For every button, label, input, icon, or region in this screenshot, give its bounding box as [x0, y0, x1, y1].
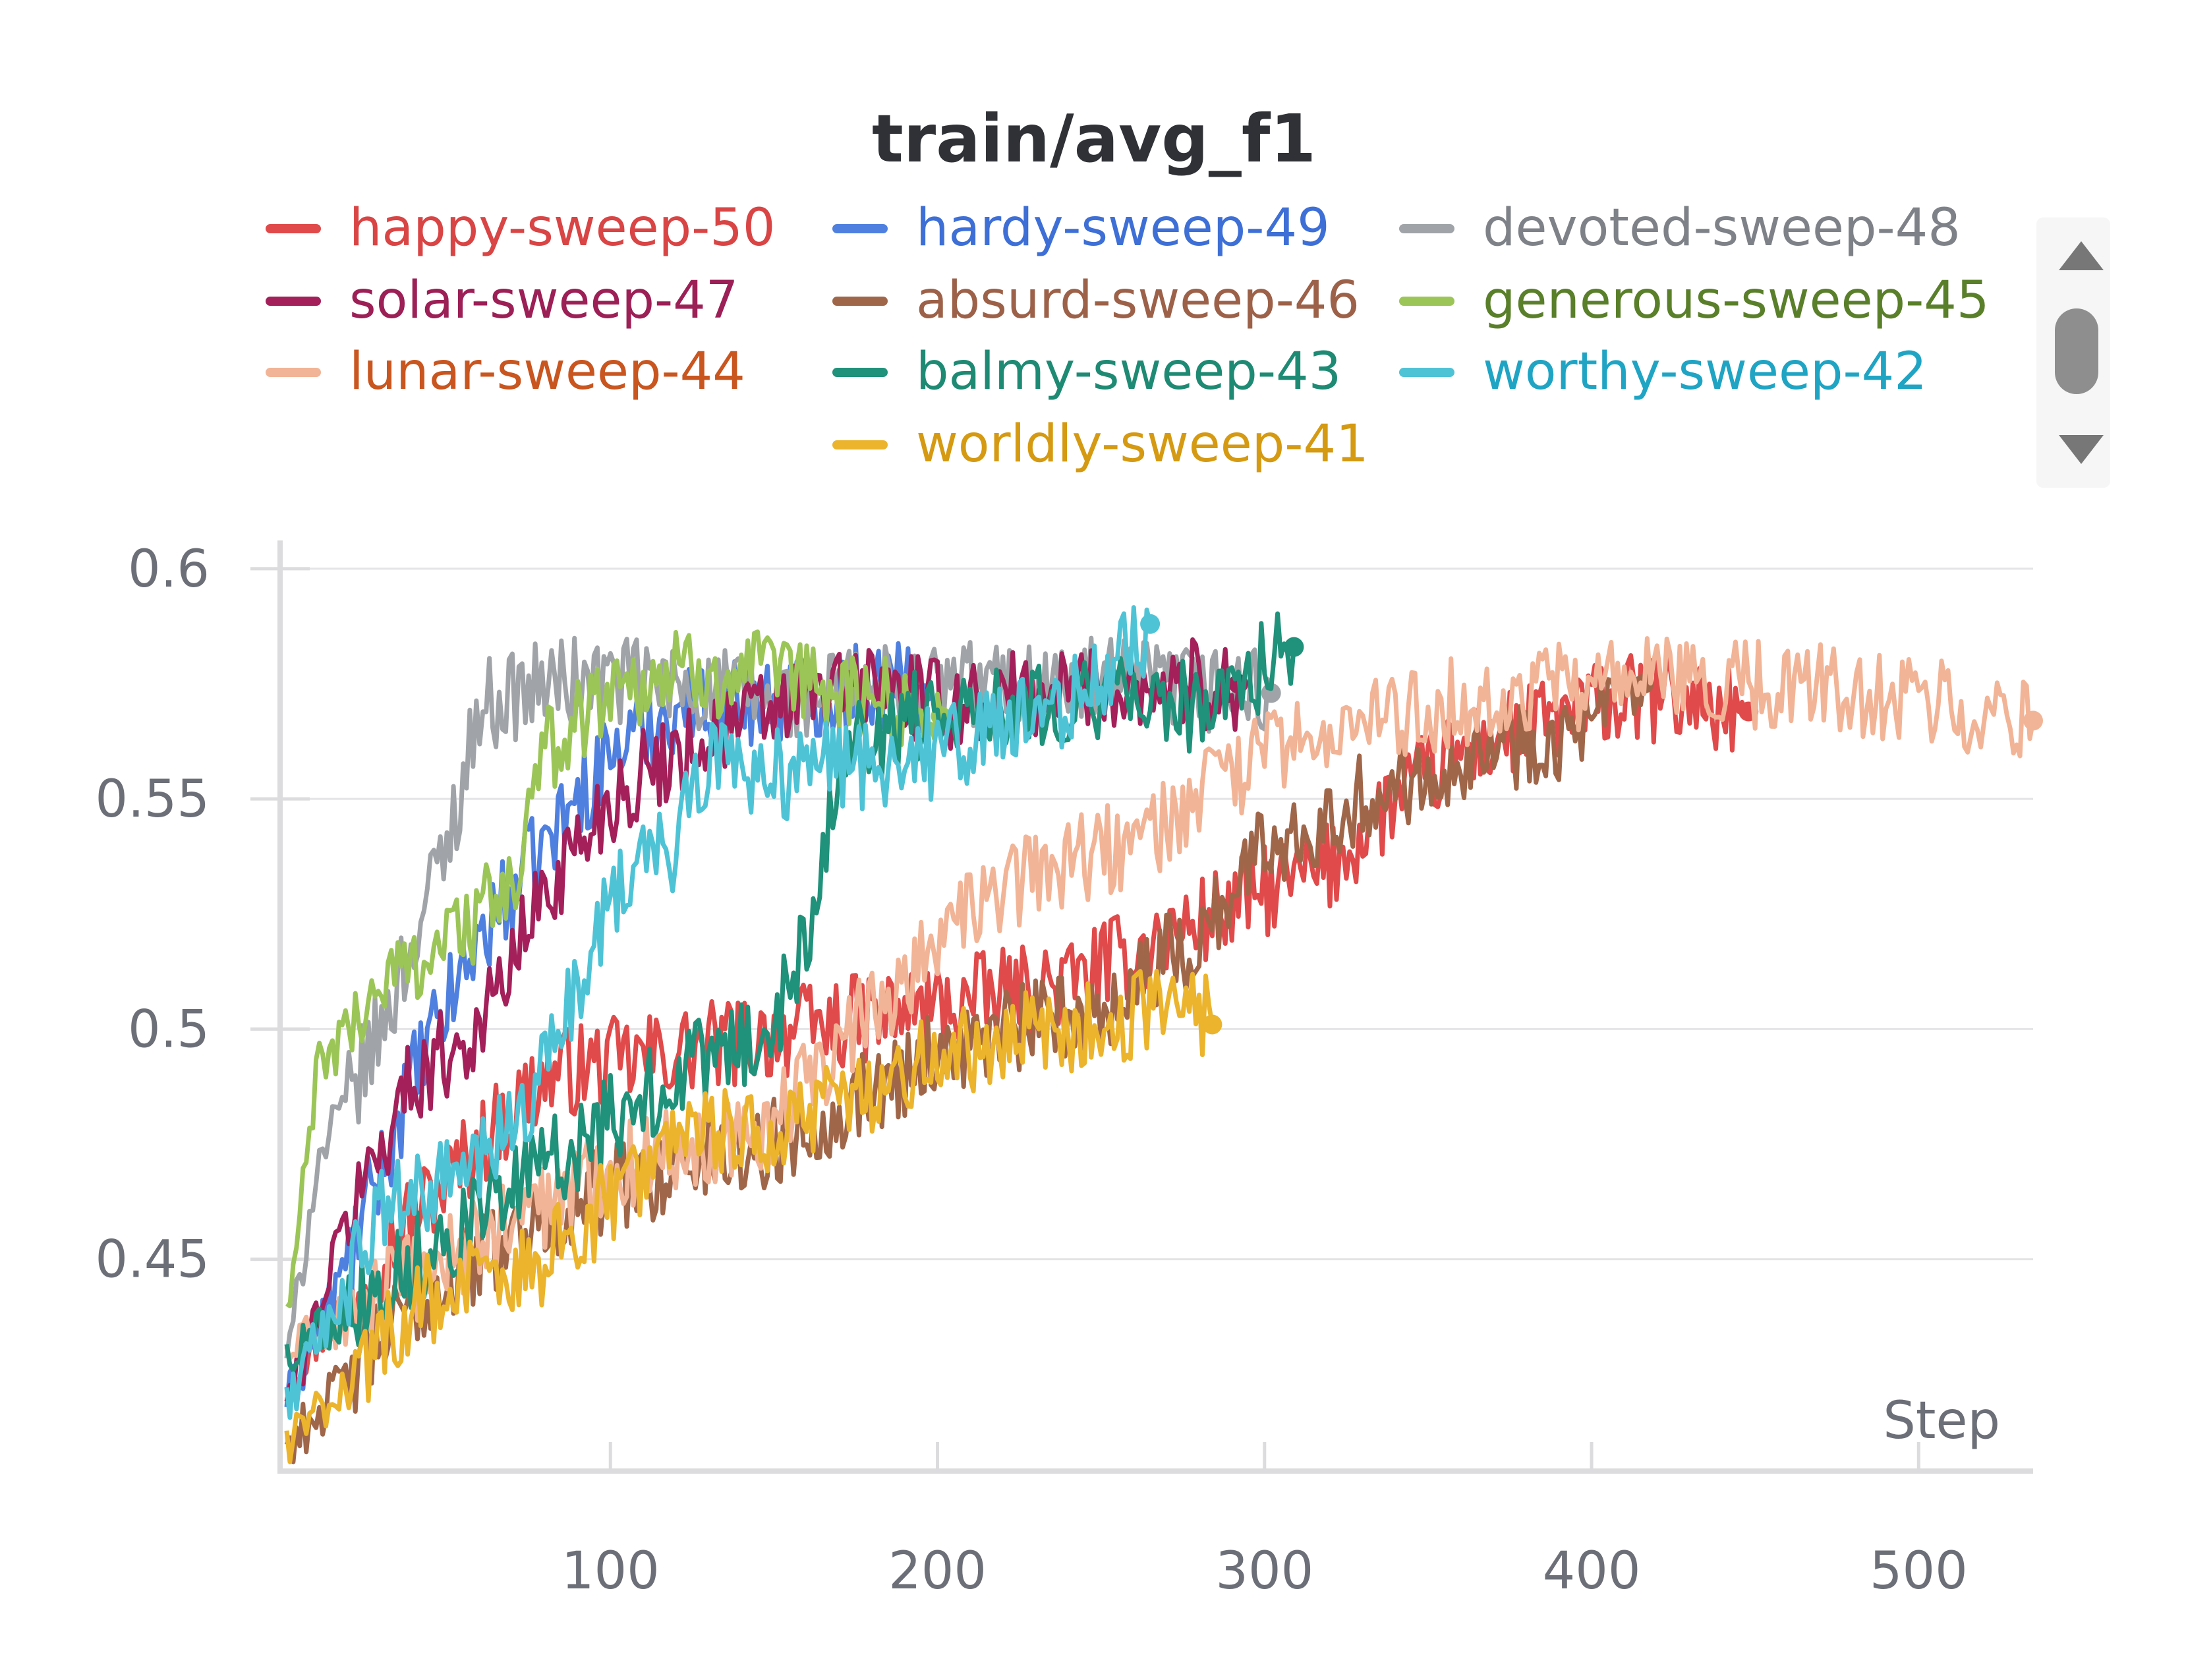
series-end-marker	[1202, 1014, 1222, 1035]
scroll-up-icon[interactable]	[2059, 241, 2104, 270]
series-line-balmy-sweep-43	[284, 611, 1296, 1373]
chart-title: train/avg_f1	[872, 100, 1316, 177]
series-line-absurd-sweep-46	[284, 670, 1646, 1464]
legend-label: hardy-sweep-49	[916, 198, 1330, 258]
scroll-down-icon[interactable]	[2059, 435, 2104, 464]
legend: happy-sweep-50 hardy-sweep-49 devoted-swee…	[266, 198, 1990, 474]
axes	[250, 540, 2033, 1474]
legend-item[interactable]: worldly-sweep-41	[832, 415, 1369, 474]
legend-label: worthy-sweep-42	[1483, 342, 1927, 401]
y-tick-label: 0.5	[128, 1000, 210, 1059]
legend-label: generous-sweep-45	[1483, 271, 1990, 330]
y-tick-label: 0.55	[95, 770, 210, 829]
legend-label: solar-sweep-47	[349, 271, 738, 330]
x-tick-label: 200	[888, 1542, 987, 1601]
series-line-generous-sweep-45	[285, 629, 943, 1308]
x-tick-label: 500	[1870, 1542, 1968, 1601]
y-tick-label: 0.45	[95, 1231, 210, 1290]
legend-item[interactable]: worthy-sweep-42	[1399, 342, 1927, 401]
legend-label: balmy-sweep-43	[916, 342, 1341, 401]
legend-scroll-panel[interactable]	[2036, 217, 2110, 488]
x-axis-label: Step	[1883, 1391, 2000, 1451]
y-tick-label: 0.6	[128, 540, 210, 599]
series-line-solar-sweep-47	[284, 637, 1241, 1403]
legend-item[interactable]: absurd-sweep-46	[832, 271, 1360, 330]
scroll-thumb[interactable]	[2055, 308, 2098, 394]
series-end-marker	[1284, 637, 1304, 657]
series-end-marker	[2023, 710, 2043, 731]
series-line-worthy-sweep-42	[284, 605, 1153, 1420]
x-tick-label: 100	[561, 1542, 660, 1601]
legend-item[interactable]: devoted-sweep-48	[1399, 198, 1961, 258]
legend-item[interactable]: happy-sweep-50	[266, 198, 776, 258]
x-tick-label: 400	[1543, 1542, 1641, 1601]
legend-label: happy-sweep-50	[349, 198, 776, 258]
legend-item[interactable]: hardy-sweep-49	[832, 198, 1330, 258]
legend-label: devoted-sweep-48	[1483, 198, 1961, 258]
legend-item[interactable]: balmy-sweep-43	[832, 342, 1341, 401]
series-line-happy-sweep-50	[284, 653, 1750, 1401]
tick-labels: 100 200 300 400 500 0.45 0.5 0.55 0.6	[95, 540, 1967, 1601]
grid-lines	[250, 567, 2033, 1261]
legend-item[interactable]: lunar-sweep-44	[266, 342, 745, 401]
legend-label: absurd-sweep-46	[916, 271, 1360, 330]
legend-label: worldly-sweep-41	[916, 415, 1369, 474]
series-layer	[284, 605, 2043, 1464]
legend-item[interactable]: generous-sweep-45	[1399, 271, 1990, 330]
series-line-worldly-sweep-41	[284, 969, 1215, 1464]
series-end-marker	[1140, 614, 1161, 634]
x-tick-label: 300	[1215, 1542, 1313, 1601]
series-line-hardy-sweep-49	[284, 641, 927, 1408]
legend-label: lunar-sweep-44	[349, 342, 745, 401]
legend-item[interactable]: solar-sweep-47	[266, 271, 738, 330]
